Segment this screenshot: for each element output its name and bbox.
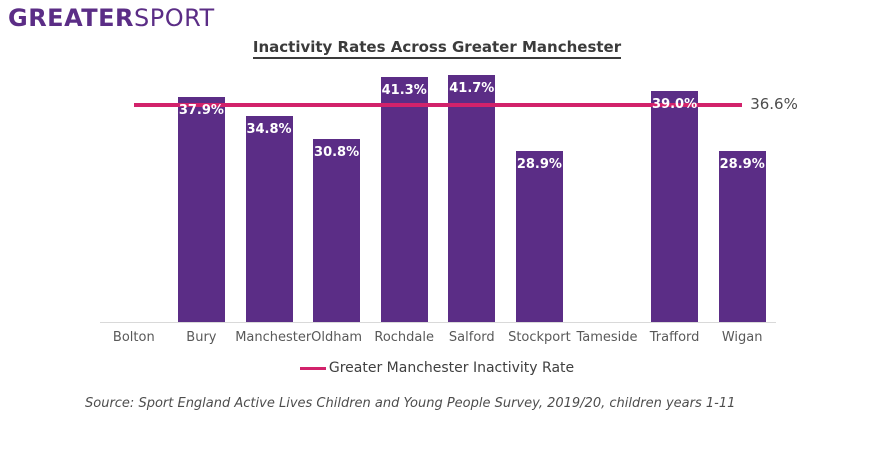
bar-value-label-wigan: 28.9% bbox=[719, 156, 765, 172]
chart-title-wrap: Inactivity Rates Across Greater Manchest… bbox=[0, 37, 874, 59]
x-axis-label-bury: Bury bbox=[186, 330, 217, 345]
source-note: Source: Sport England Active Lives Child… bbox=[85, 396, 736, 411]
logo-text-sport: SPORT bbox=[134, 4, 215, 32]
x-axis-label-trafford: Trafford bbox=[649, 330, 700, 345]
bar-value-label-trafford: 39.0% bbox=[652, 96, 698, 112]
x-axis-label-salford: Salford bbox=[448, 330, 495, 345]
bar-value-label-oldham: 30.8% bbox=[314, 145, 360, 161]
x-axis-label-wigan: Wigan bbox=[721, 330, 763, 345]
x-axis-label-tameside: Tameside bbox=[576, 330, 638, 345]
bar-salford: 41.7% bbox=[448, 74, 496, 322]
chart-title: Inactivity Rates Across Greater Manchest… bbox=[252, 38, 622, 59]
bar-value-label-stockport: 28.9% bbox=[516, 156, 562, 172]
bar-value-label-bury: 37.9% bbox=[178, 103, 224, 119]
x-axis-label-bolton: Bolton bbox=[112, 330, 155, 345]
legend-series-label: Greater Manchester Inactivity Rate bbox=[328, 360, 575, 376]
logo-text-greater: GREATER bbox=[8, 4, 135, 32]
legend-line-swatch bbox=[299, 366, 326, 370]
reference-line bbox=[133, 102, 743, 107]
bar-wigan: 28.9% bbox=[718, 150, 766, 322]
x-axis-label-stockport: Stockport bbox=[508, 330, 571, 345]
bar-value-label-salford: 41.7% bbox=[449, 80, 495, 96]
chart-legend: Greater Manchester Inactivity Rate bbox=[0, 360, 874, 376]
x-axis-label-manchester: Manchester bbox=[235, 330, 312, 345]
bar-stockport: 28.9% bbox=[515, 150, 563, 322]
greatersport-logo: GREATERSPORT bbox=[8, 4, 215, 32]
reference-line-value-label: 36.6% bbox=[750, 94, 798, 113]
x-axis-label-rochdale: Rochdale bbox=[374, 330, 434, 345]
bar-trafford: 39.0% bbox=[651, 90, 699, 322]
bar-rochdale: 41.3% bbox=[380, 76, 428, 322]
bar-value-label-rochdale: 41.3% bbox=[381, 82, 427, 98]
chart-plot-area: 36.6% Bolton 37.9% Bury 34.8% Manchester 30.8… bbox=[100, 55, 798, 345]
bar-manchester: 34.8% bbox=[245, 115, 293, 322]
bar-value-label-manchester: 34.8% bbox=[246, 121, 292, 137]
bar-oldham: 30.8% bbox=[313, 139, 361, 322]
x-axis-label-oldham: Oldham bbox=[311, 330, 363, 345]
bar-bury: 37.9% bbox=[177, 97, 225, 322]
